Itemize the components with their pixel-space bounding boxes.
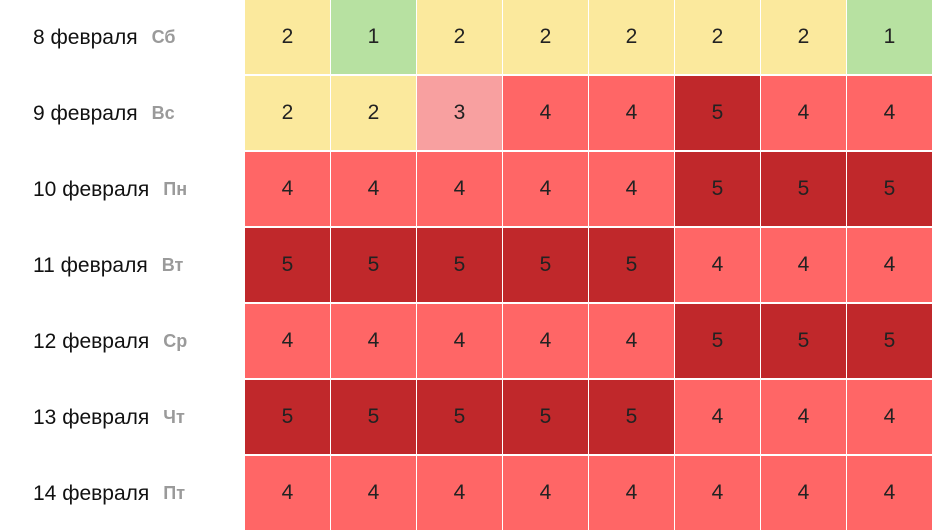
heatmap-cell: 4 xyxy=(675,380,760,454)
heatmap-cell: 4 xyxy=(675,456,760,530)
heatmap-cell: 4 xyxy=(503,456,588,530)
row-date: 11 февраля xyxy=(33,253,148,277)
heatmap-cell: 2 xyxy=(503,0,588,74)
row-label: 9 февраля Вс xyxy=(0,76,245,151)
heatmap-cell: 4 xyxy=(761,228,846,302)
heatmap-cell: 5 xyxy=(503,380,588,454)
heatmap-cell: 5 xyxy=(847,304,932,378)
heatmap-cell: 5 xyxy=(761,304,846,378)
heatmap-cell: 5 xyxy=(675,304,760,378)
heatmap-cell: 4 xyxy=(847,228,932,302)
heatmap-cell: 4 xyxy=(761,380,846,454)
heatmap-cell: 4 xyxy=(417,152,502,226)
row-label: 10 февраля Пн xyxy=(0,152,245,227)
heatmap-cell: 4 xyxy=(331,456,416,530)
row-weekday: Вс xyxy=(151,103,175,123)
heatmap-cell: 5 xyxy=(245,228,330,302)
heatmap-cell: 1 xyxy=(331,0,416,74)
heatmap-cell: 4 xyxy=(503,76,588,150)
heatmap-cell: 5 xyxy=(589,380,674,454)
heatmap-cell: 5 xyxy=(331,228,416,302)
heatmap-cell: 4 xyxy=(245,304,330,378)
heatmap-cell: 4 xyxy=(847,380,932,454)
row-date: 8 февраля xyxy=(33,25,138,49)
heatmap-cell: 5 xyxy=(675,152,760,226)
heatmap-cell: 4 xyxy=(761,76,846,150)
heatmap-cell: 2 xyxy=(245,76,330,150)
row-weekday: Пт xyxy=(163,483,186,503)
heatmap-cell: 4 xyxy=(675,228,760,302)
heatmap-cell: 5 xyxy=(503,228,588,302)
heatmap-cell: 4 xyxy=(245,456,330,530)
heatmap-cell: 2 xyxy=(245,0,330,74)
heatmap-cell: 4 xyxy=(847,76,932,150)
row-date: 14 февраля xyxy=(33,481,150,505)
row-label: 12 февраля Ср xyxy=(0,304,245,379)
heatmap-cell: 3 xyxy=(417,76,502,150)
row-label: 11 февраля Вт xyxy=(0,228,245,303)
row-date: 10 февраля xyxy=(33,177,150,201)
row-date: 9 февраля xyxy=(33,101,138,125)
heatmap-cell: 5 xyxy=(761,152,846,226)
heatmap-cell: 4 xyxy=(331,152,416,226)
heatmap-cell: 1 xyxy=(847,0,932,74)
row-weekday: Вт xyxy=(161,255,184,275)
heatmap-cell: 4 xyxy=(589,304,674,378)
heatmap-cell: 5 xyxy=(245,380,330,454)
row-label: 8 февраля Сб xyxy=(0,0,245,75)
heatmap-cell: 2 xyxy=(417,0,502,74)
row-weekday: Ср xyxy=(163,331,188,351)
row-label: 13 февраля Чт xyxy=(0,380,245,455)
heatmap-cell: 4 xyxy=(331,304,416,378)
row-date: 13 февраля xyxy=(33,405,150,429)
heatmap-cell: 4 xyxy=(761,456,846,530)
row-weekday: Чт xyxy=(163,407,185,427)
heatmap-cell: 5 xyxy=(847,152,932,226)
heatmap-cell: 4 xyxy=(589,76,674,150)
heatmap-cell: 4 xyxy=(589,152,674,226)
heatmap-cell: 4 xyxy=(503,152,588,226)
heatmap-cell: 2 xyxy=(589,0,674,74)
heatmap-cell: 4 xyxy=(417,304,502,378)
heatmap-cell: 5 xyxy=(417,228,502,302)
heatmap-cell: 5 xyxy=(675,76,760,150)
row-date: 12 февраля xyxy=(33,329,150,353)
heatmap-cell: 4 xyxy=(417,456,502,530)
heatmap-cell: 2 xyxy=(675,0,760,74)
heatmap-cell: 5 xyxy=(331,380,416,454)
row-label: 14 февраля Пт xyxy=(0,456,245,531)
heatmap-cell: 4 xyxy=(847,456,932,530)
heatmap-cell: 2 xyxy=(761,0,846,74)
row-weekday: Пн xyxy=(163,179,188,199)
heatmap-cell: 4 xyxy=(245,152,330,226)
heatmap-cell: 4 xyxy=(503,304,588,378)
heatmap-cell: 5 xyxy=(589,228,674,302)
row-weekday: Сб xyxy=(151,27,176,47)
heatmap-cell: 2 xyxy=(331,76,416,150)
heatmap-cell: 4 xyxy=(589,456,674,530)
heatmap-cell: 5 xyxy=(417,380,502,454)
